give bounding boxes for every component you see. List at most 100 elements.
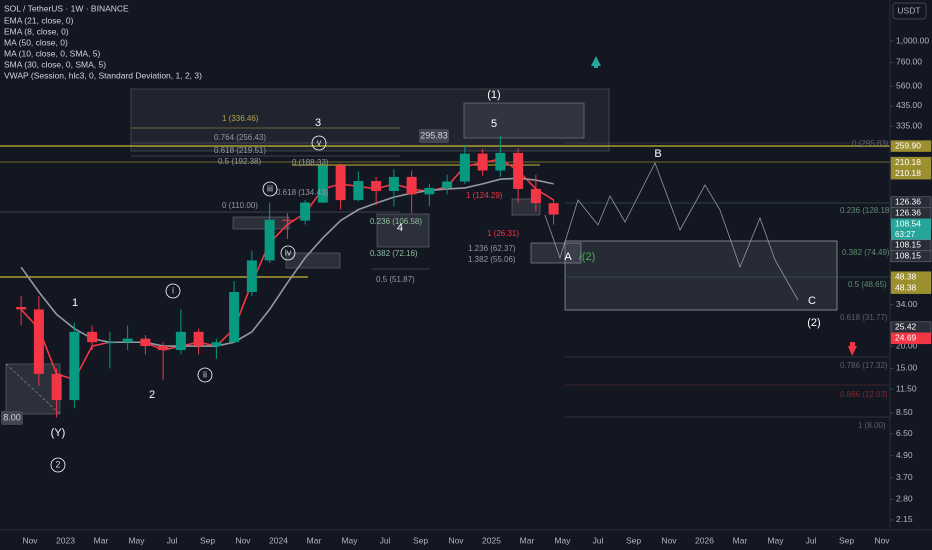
fib-label: 0.886 (12.03) xyxy=(840,390,888,399)
fib-label: 1 (124.29) xyxy=(466,191,503,200)
candle-body xyxy=(229,291,240,343)
wave-label: B xyxy=(654,148,661,160)
candle-body xyxy=(264,219,275,261)
legend: SOL / TetherUS · 1W · BINANCE EMA (21, c… xyxy=(4,3,202,80)
circled-label: iv xyxy=(285,247,292,257)
price-label: 210.18 xyxy=(895,168,921,178)
range-box xyxy=(232,216,290,230)
wave-label: 3 xyxy=(315,117,321,129)
candle-body xyxy=(300,202,311,221)
wave-label: 5 xyxy=(491,118,497,130)
fib-label: 0.786 (17.32) xyxy=(840,361,888,370)
box-label-bg xyxy=(419,129,449,143)
candle-body xyxy=(317,165,328,203)
candle-body xyxy=(87,331,98,343)
indicator: MA (50, close, 0) xyxy=(4,37,68,47)
circled-label: 2 xyxy=(55,459,60,469)
y-tick-label: 335.00 xyxy=(896,121,922,131)
price-marks xyxy=(16,136,559,418)
y-tick-label: 11.50 xyxy=(896,383,917,393)
wave-label: 1 xyxy=(72,297,78,309)
drawings xyxy=(0,56,890,418)
wave-label: (1) xyxy=(487,89,500,101)
x-tick-label: May xyxy=(128,535,145,545)
fib-label: 1.236 (62.37) xyxy=(468,244,516,253)
currency: USDT xyxy=(897,5,920,15)
y-tick-label: 34.00 xyxy=(896,299,918,309)
circle xyxy=(165,283,181,299)
fib-label: 0.382 (72.16) xyxy=(370,249,418,258)
candle-body xyxy=(282,219,293,221)
x-tick-label: Jul xyxy=(593,535,604,545)
projection-path xyxy=(544,162,799,301)
candle-body xyxy=(69,331,80,401)
price-label: 48.38 xyxy=(895,271,917,281)
range-box xyxy=(376,213,430,248)
candle-body xyxy=(406,176,417,195)
price-label-box xyxy=(890,332,932,345)
indicator: VWAP (Session, hlc3, 0, Standard Deviati… xyxy=(4,70,202,80)
price-label: 25.42 xyxy=(895,322,917,332)
fib-label: 1 (336.46) xyxy=(222,114,259,123)
price-label-box xyxy=(890,282,932,294)
candle-body xyxy=(530,188,541,204)
candle-body xyxy=(175,331,186,351)
fib-label: 0.618 (134.43) xyxy=(276,188,328,197)
x-tick-label: Jul xyxy=(380,535,391,545)
y-tick-label: 15.00 xyxy=(896,363,918,373)
x-tick-label: 2026 xyxy=(695,535,714,545)
x-tick-label: Nov xyxy=(874,535,890,545)
fib-label: 1.382 (55.06) xyxy=(468,255,516,264)
candle-body xyxy=(193,331,204,347)
fib-label: 1 (26.31) xyxy=(487,229,519,238)
fib-label: 0.382 (74.49) xyxy=(842,248,890,257)
annotations: 1 (336.46) 0.764 (256.43) 0.618 (219.51)… xyxy=(1,89,892,473)
price-label: 48.38 xyxy=(895,282,917,292)
x-tick-label: Mar xyxy=(733,535,748,545)
candle-body xyxy=(388,176,399,192)
candle-body xyxy=(335,165,346,201)
candle-body xyxy=(513,152,524,189)
countdown: 63:27 xyxy=(895,230,916,239)
currency-box xyxy=(892,2,927,20)
y-tick-label: 6.50 xyxy=(896,428,913,438)
y-tick-label: 4.90 xyxy=(896,450,913,460)
range-box xyxy=(463,102,585,139)
x-tick-label: Sep xyxy=(200,535,215,545)
fib-label: 0.764 (256.43) xyxy=(214,133,266,142)
x-tick-label: Mar xyxy=(307,535,322,545)
price-label-box xyxy=(890,167,932,180)
wave-label: (2) xyxy=(807,317,820,329)
fib-label: 0.5 (48.65) xyxy=(848,280,887,289)
circle xyxy=(262,181,278,197)
fib-label: 0.236 (128.18) xyxy=(840,206,892,215)
wave-label: /(2) xyxy=(579,251,596,263)
x-tick-label: 2023 xyxy=(56,535,75,545)
x-tick-label: Nov xyxy=(22,535,38,545)
x-tick-label: Nov xyxy=(235,535,251,545)
fib-label: 0.5 (192.38) xyxy=(218,157,261,166)
x-tick-label: Jul xyxy=(806,535,817,545)
up-arrow xyxy=(591,56,601,68)
candle-body xyxy=(371,181,382,192)
circled-label: iii xyxy=(267,183,273,193)
y-tick-label: 1,000.00 xyxy=(896,35,929,45)
candle-body xyxy=(211,342,222,347)
candle-body xyxy=(495,152,506,171)
wave-label: (Y) xyxy=(51,427,66,439)
x-tick-label: Mar xyxy=(94,535,109,545)
x-tick-label: Mar xyxy=(520,535,535,545)
candle-body xyxy=(353,181,364,201)
indicator: EMA (8, close, 0) xyxy=(4,26,69,36)
indicator: MA (10, close, 0, SMA, 5) xyxy=(4,48,101,58)
fib-label: 0.618 (31.77) xyxy=(840,313,888,322)
x-tick-label: May xyxy=(554,535,571,545)
circled-label: ii xyxy=(203,369,207,379)
price-label-box xyxy=(890,250,932,263)
x-tick-label: May xyxy=(767,535,784,545)
circle xyxy=(50,457,66,473)
price-label: 210.18 xyxy=(895,157,921,167)
box-label: 295.83 xyxy=(420,130,448,140)
